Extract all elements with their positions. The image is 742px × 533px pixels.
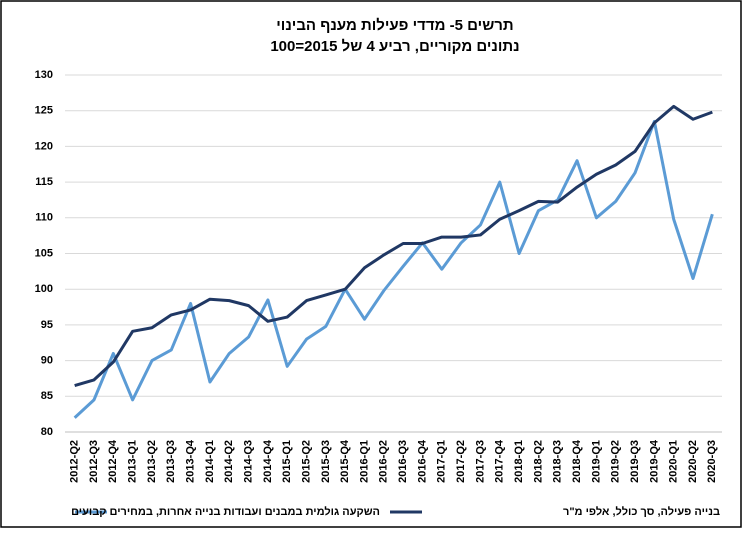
x-tick-label: 2015-Q3 [320,440,332,483]
x-tick-label: 2013-Q3 [165,440,177,483]
chart-subtitle: נתונים מקוריים, רביע 4 של 2015=100 [270,38,519,55]
x-tick-label: 2014-Q1 [204,440,216,483]
legend-label: השקעה גולמית במבנים ועבודות בנייה אחרות,… [71,505,380,518]
x-tick-label: 2016-Q1 [358,440,370,483]
x-tick-label: 2016-Q3 [397,440,409,483]
x-tick-label: 2012-Q3 [88,440,100,483]
x-tick-label: 2020-Q1 [668,440,680,483]
x-tick-label: 2019-Q4 [648,439,660,483]
x-tick-label: 2018-Q4 [571,439,583,483]
y-tick-label: 85 [41,390,53,402]
y-tick-label: 125 [35,105,53,117]
y-tick-label: 95 [41,319,53,331]
x-tick-label: 2019-Q3 [629,440,641,483]
chart-title: תרשים 5- מדדי פעילות מענף הבינוי [276,17,513,34]
x-tick-label: 2018-Q1 [513,440,525,483]
x-tick-label: 2012-Q4 [107,439,119,483]
x-tick-label: 2019-Q2 [610,440,622,483]
x-tick-label: 2014-Q4 [262,439,274,483]
x-tick-label: 2016-Q4 [416,439,428,483]
x-tick-label: 2016-Q2 [378,440,390,483]
x-tick-label: 2014-Q2 [223,440,235,483]
series-line [74,104,713,388]
x-tick-label: 2017-Q4 [494,439,506,483]
y-tick-label: 120 [35,140,53,152]
x-tick-label: 2013-Q2 [146,440,158,483]
series-line [73,119,714,419]
x-tick-label: 2019-Q1 [590,440,602,483]
x-tick-label: 2017-Q3 [474,440,486,483]
x-tick-label: 2018-Q2 [532,440,544,483]
x-tick-label: 2015-Q4 [339,439,351,483]
y-tick-label: 100 [35,283,53,295]
x-tick-label: 2018-Q3 [552,440,564,483]
legend-label: בנייה פעילה, סך כולל, אלפי מ"ר [563,505,720,518]
x-tick-label: 2017-Q2 [455,440,467,483]
y-tick-label: 80 [41,426,53,438]
x-tick-label: 2020-Q3 [706,440,718,483]
x-tick-label: 2013-Q1 [127,440,139,483]
y-tick-label: 130 [35,69,53,81]
x-tick-label: 2012-Q2 [69,440,81,483]
x-tick-label: 2015-Q1 [281,440,293,483]
y-tick-label: 110 [35,212,53,224]
y-tick-label: 105 [35,247,53,259]
x-tick-label: 2014-Q3 [242,440,254,483]
y-tick-label: 90 [41,355,53,367]
y-tick-label: 115 [35,176,53,188]
x-tick-label: 2017-Q1 [436,440,448,483]
x-tick-label: 2013-Q4 [185,439,197,483]
x-tick-label: 2015-Q2 [300,440,312,483]
x-tick-label: 2020-Q2 [687,440,699,483]
